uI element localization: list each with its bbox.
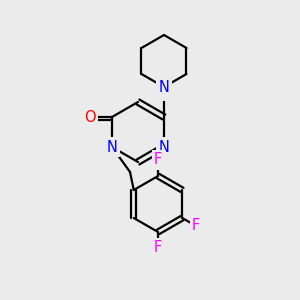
Text: F: F <box>154 241 162 256</box>
Text: N: N <box>158 80 169 94</box>
Text: F: F <box>192 218 200 233</box>
Text: N: N <box>158 140 169 154</box>
Text: N: N <box>158 83 169 98</box>
Text: O: O <box>84 110 96 124</box>
Text: N: N <box>106 140 118 154</box>
Text: F: F <box>154 152 162 167</box>
